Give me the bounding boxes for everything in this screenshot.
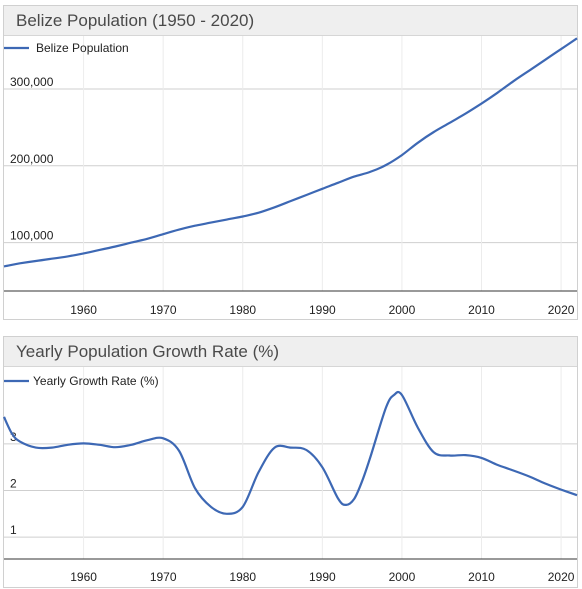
- y-tick-label: 1: [10, 523, 17, 537]
- x-tick-label: 1980: [229, 303, 256, 317]
- y-tick-label: 200,000: [10, 152, 54, 166]
- y-tick-label: 2: [10, 476, 17, 490]
- x-tick-label: 1970: [150, 570, 177, 584]
- x-tick-label: 1970: [150, 303, 177, 317]
- y-tick-label: 100,000: [10, 229, 54, 243]
- x-tick-label: 2020: [548, 570, 575, 584]
- x-tick-label: 2010: [468, 303, 495, 317]
- x-tick-label: 2000: [389, 303, 416, 317]
- legend-label: Belize Population: [36, 41, 129, 55]
- chart-title: Yearly Population Growth Rate (%): [4, 337, 577, 367]
- growth-rate-chart-panel: Yearly Population Growth Rate (%) 1 2 3 196…: [2, 336, 578, 588]
- chart-title: Belize Population (1950 - 2020): [4, 6, 577, 36]
- x-tick-label: 1960: [70, 570, 97, 584]
- series-line: [2, 390, 578, 515]
- x-tick-label: 2020: [548, 303, 575, 317]
- y-tick-label: 300,000: [10, 75, 54, 89]
- x-tick-label: 1990: [309, 570, 336, 584]
- population-chart-svg: 100,000 200,000 300,000 1960 1970 1980 1990 200…: [3, 36, 578, 317]
- x-tick-label: 2000: [389, 570, 416, 584]
- x-tick-label: 1990: [309, 303, 336, 317]
- legend-label: Yearly Growth Rate (%): [33, 374, 159, 388]
- x-tick-label: 1960: [70, 303, 97, 317]
- x-tick-label: 2010: [468, 570, 495, 584]
- series-line: [3, 37, 578, 268]
- population-chart-panel: Belize Population (1950 - 2020) 100,000 2…: [3, 5, 578, 320]
- x-tick-label: 1980: [229, 570, 256, 584]
